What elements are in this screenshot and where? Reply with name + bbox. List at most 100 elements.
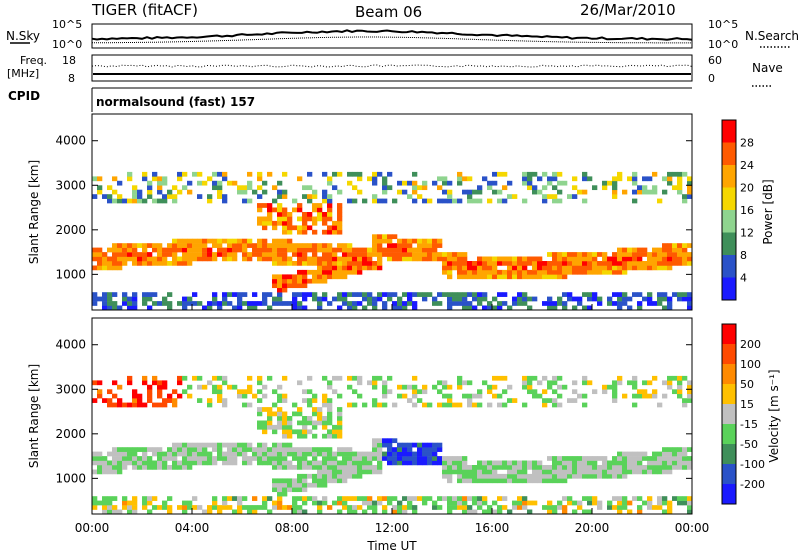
velocity-cell bbox=[192, 505, 198, 510]
velocity-cell bbox=[127, 456, 133, 461]
power-cell bbox=[262, 256, 268, 262]
power-cell bbox=[317, 305, 323, 311]
velocity-cell bbox=[632, 384, 638, 390]
power-cell bbox=[532, 265, 538, 271]
power-cell bbox=[362, 252, 368, 257]
power-cell bbox=[222, 247, 228, 253]
power-cell bbox=[467, 176, 473, 182]
velocity-cell bbox=[552, 469, 558, 475]
power-cell bbox=[117, 252, 123, 257]
velocity-cell bbox=[677, 380, 683, 386]
power-cell bbox=[687, 296, 693, 302]
velocity-cell bbox=[242, 389, 248, 395]
velocity-cell bbox=[92, 380, 98, 386]
velocity-cell bbox=[182, 442, 188, 448]
velocity-cell bbox=[247, 456, 253, 461]
cpid-label: CPID bbox=[8, 89, 40, 103]
power-cell bbox=[197, 247, 203, 253]
power-cell bbox=[592, 296, 598, 302]
power-cell bbox=[402, 305, 408, 311]
power-cell bbox=[122, 301, 128, 306]
velocity-cell bbox=[262, 456, 268, 461]
power-cell bbox=[532, 185, 538, 191]
velocity-cell bbox=[267, 451, 273, 457]
velocity-cell bbox=[117, 402, 123, 408]
power-cell bbox=[577, 265, 583, 271]
velocity-cell bbox=[317, 411, 323, 417]
power-cell bbox=[222, 292, 228, 297]
velocity-cell bbox=[297, 411, 303, 417]
velocity-cell bbox=[222, 500, 228, 506]
power-cell bbox=[662, 189, 668, 195]
power-cell bbox=[102, 301, 108, 306]
power-cell bbox=[677, 243, 683, 248]
velocity-cell bbox=[467, 473, 473, 479]
power-cell bbox=[322, 252, 328, 257]
power-cell bbox=[487, 256, 493, 262]
power-cell bbox=[207, 301, 213, 306]
velocity-cell bbox=[667, 460, 673, 466]
power-cell bbox=[647, 265, 653, 271]
power-cell bbox=[677, 180, 683, 186]
velocity-cell bbox=[532, 469, 538, 475]
power-cell bbox=[307, 261, 313, 266]
power-cell bbox=[202, 247, 208, 253]
power-cell bbox=[412, 252, 418, 257]
power-cell bbox=[372, 234, 378, 240]
power-cell bbox=[482, 265, 488, 271]
velocity-cell bbox=[277, 482, 283, 488]
power-cell bbox=[107, 301, 113, 306]
velocity-cell bbox=[277, 500, 283, 506]
velocity-cell bbox=[367, 465, 373, 470]
velocity-cell bbox=[417, 398, 423, 403]
power-cell bbox=[497, 269, 503, 275]
power-cell bbox=[617, 176, 623, 182]
velocity-cell bbox=[582, 375, 588, 381]
power-cell bbox=[252, 247, 258, 253]
power-cell bbox=[292, 292, 298, 297]
velocity-cell bbox=[227, 447, 233, 452]
velocity-cell bbox=[332, 375, 338, 381]
power-cell bbox=[432, 256, 438, 262]
power-cell bbox=[322, 269, 328, 275]
power-cell bbox=[667, 256, 673, 262]
power-cell bbox=[462, 189, 468, 195]
velocity-cell bbox=[567, 465, 573, 470]
velocity-cell bbox=[177, 465, 183, 470]
velocity-cell bbox=[477, 478, 483, 484]
power-cell bbox=[637, 256, 643, 262]
power-cell bbox=[92, 265, 98, 271]
power-cell bbox=[612, 194, 618, 199]
velocity-cell bbox=[262, 500, 268, 506]
power-cell bbox=[432, 180, 438, 186]
velocity-cell bbox=[682, 496, 688, 501]
power-cell bbox=[337, 189, 343, 195]
power-cell bbox=[452, 261, 458, 266]
power-cell bbox=[307, 212, 313, 217]
power-cell bbox=[317, 296, 323, 302]
power-cell bbox=[92, 256, 98, 262]
velocity-cell bbox=[297, 487, 303, 493]
power-cell bbox=[517, 274, 523, 280]
velocity-cell bbox=[332, 456, 338, 461]
velocity-cell bbox=[152, 402, 158, 408]
power-cell bbox=[212, 243, 218, 248]
velocity-cell bbox=[422, 460, 428, 466]
power-cell bbox=[572, 194, 578, 199]
power-cell bbox=[327, 207, 333, 213]
velocity-cell bbox=[537, 393, 543, 399]
velocity-cell bbox=[287, 433, 293, 439]
velocity-cell bbox=[232, 509, 238, 515]
velocity-cell bbox=[122, 460, 128, 466]
power-cell bbox=[347, 256, 353, 262]
velocity-cell bbox=[387, 375, 393, 381]
velocity-cell bbox=[272, 487, 278, 493]
velocity-cell bbox=[617, 505, 623, 510]
power-cell bbox=[297, 274, 303, 280]
velocity-cell bbox=[522, 469, 528, 475]
power-cell bbox=[622, 292, 628, 297]
velocity-cell bbox=[157, 384, 163, 390]
power-cell bbox=[262, 301, 268, 306]
velocity-cell bbox=[232, 447, 238, 452]
velocity-cell bbox=[272, 411, 278, 417]
